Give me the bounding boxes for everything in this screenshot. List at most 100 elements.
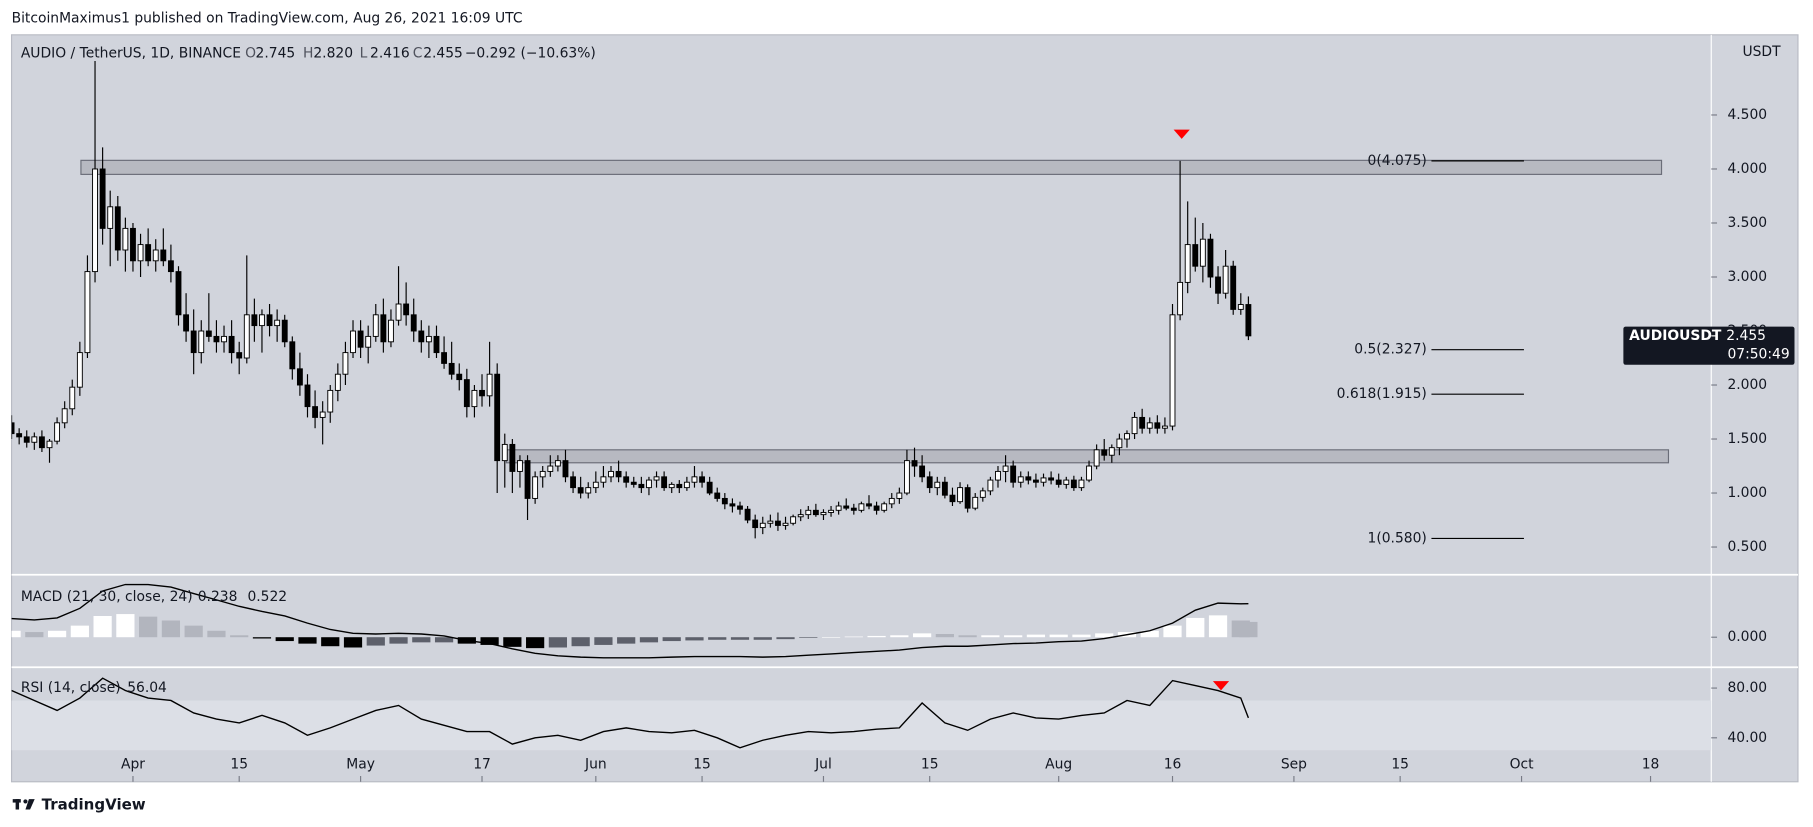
candle-body	[456, 373, 463, 381]
candle-body	[31, 436, 38, 443]
fib-label: 1(0.580)	[1368, 530, 1427, 546]
histogram-bar	[412, 637, 431, 643]
candle-body	[213, 335, 220, 343]
candle-body	[524, 460, 531, 499]
candle-body	[577, 487, 584, 494]
fib-label: 0.5(2.327)	[1354, 342, 1427, 358]
candle-body	[296, 368, 303, 386]
candle-body	[289, 341, 296, 370]
candle-body	[1230, 265, 1237, 310]
candle-body	[623, 476, 630, 483]
histogram-bar	[139, 616, 158, 638]
candle-body	[729, 503, 736, 507]
zone	[80, 159, 1663, 175]
candle-body	[114, 206, 121, 251]
ohlc-label: C	[413, 45, 423, 61]
y-tick-label: 4.000	[1727, 161, 1767, 177]
publish-info: BitcoinMaximus1 published on TradingView…	[12, 11, 523, 27]
candle-body	[228, 335, 235, 354]
candle-body	[312, 406, 319, 418]
candle-body	[463, 379, 470, 408]
candle-body	[850, 507, 857, 511]
candle-body	[145, 244, 152, 262]
change: −0.292 (−10.63%)	[465, 45, 596, 61]
candle-body	[820, 512, 827, 516]
indicator-title: RSI (14, close)	[21, 680, 121, 696]
candle-body	[1032, 479, 1039, 483]
candle-body	[486, 373, 493, 397]
candle-body	[691, 476, 698, 483]
candle-body	[403, 303, 410, 316]
histogram-bar	[343, 637, 363, 648]
histogram-bar	[594, 637, 613, 645]
ohlc-label: L	[360, 45, 368, 61]
y-tick-label: 0.000	[1727, 629, 1767, 645]
x-tick-label: Jun	[584, 756, 607, 772]
histogram-bar	[526, 637, 545, 649]
rsi-band	[11, 700, 1712, 751]
candle-body	[221, 335, 227, 343]
histogram-bar	[1095, 633, 1114, 638]
ohlc-value: 2.455	[423, 45, 463, 61]
candle-body	[1070, 479, 1077, 489]
histogram-bar	[1186, 617, 1205, 638]
candle-body	[1161, 425, 1168, 429]
candle-body	[1184, 244, 1191, 283]
histogram-bar	[913, 633, 932, 638]
chart-layer: 0(4.075) 0.5(2.327) 0.618(1.915) 1(0.580) 0.…	[11, 44, 1795, 782]
candle-body	[532, 476, 539, 499]
candle-body	[494, 373, 501, 462]
candle-body	[365, 335, 372, 348]
candle-body	[790, 516, 797, 524]
ohlc-value: 2.416	[370, 45, 410, 61]
histogram-bar	[11, 630, 21, 638]
candle-body	[1093, 449, 1100, 467]
histogram-bar	[1004, 635, 1023, 638]
candle-body	[11, 422, 15, 435]
candle-body	[448, 362, 455, 375]
histogram-bar	[321, 637, 340, 647]
fib-label: 0.618(1.915)	[1337, 386, 1427, 402]
chart-background	[10, 34, 1799, 783]
candle-body	[16, 433, 23, 438]
candle-body	[1222, 265, 1229, 294]
candle-body	[934, 481, 941, 489]
candle-body	[304, 384, 311, 408]
candle-body	[84, 271, 91, 354]
price-tag	[1623, 326, 1795, 365]
marker-triangle	[1212, 681, 1230, 691]
candle-body	[661, 476, 668, 489]
x-tick-label: Oct	[1510, 756, 1535, 772]
histogram-bar	[389, 637, 408, 644]
candle-body	[554, 460, 561, 467]
candle-body	[570, 476, 576, 489]
x-tick-label: 16	[1164, 756, 1182, 772]
y-tick-label: 1.500	[1727, 431, 1767, 447]
histogram-bar	[799, 637, 818, 638]
histogram-bar	[708, 637, 727, 640]
symbol-title: AUDIO / TetherUS, 1D, BINANCE	[21, 45, 241, 61]
indicator-title: MACD (21, 30, close, 24)	[21, 589, 193, 605]
histogram-bar	[230, 635, 249, 638]
candle-body	[1063, 479, 1070, 485]
candle-body	[1215, 276, 1221, 294]
candle-body	[342, 352, 349, 375]
y-tick-label: 1.000	[1727, 485, 1767, 501]
candle-body	[615, 470, 622, 478]
candle-body	[1192, 244, 1199, 267]
candle-body	[266, 314, 273, 327]
y-tick-label: 0.500	[1727, 539, 1767, 555]
histogram-bar	[753, 637, 772, 640]
pane	[11, 677, 1712, 751]
pane	[11, 583, 1258, 659]
footer-brand: TradingView	[42, 795, 146, 813]
candle-body	[441, 352, 448, 364]
candle-body	[676, 483, 683, 489]
histogram-bar	[366, 637, 385, 646]
x-tick-label: 18	[1642, 756, 1660, 772]
candle-body	[797, 514, 804, 518]
candle-body	[979, 490, 986, 498]
candle-body	[1146, 422, 1153, 429]
